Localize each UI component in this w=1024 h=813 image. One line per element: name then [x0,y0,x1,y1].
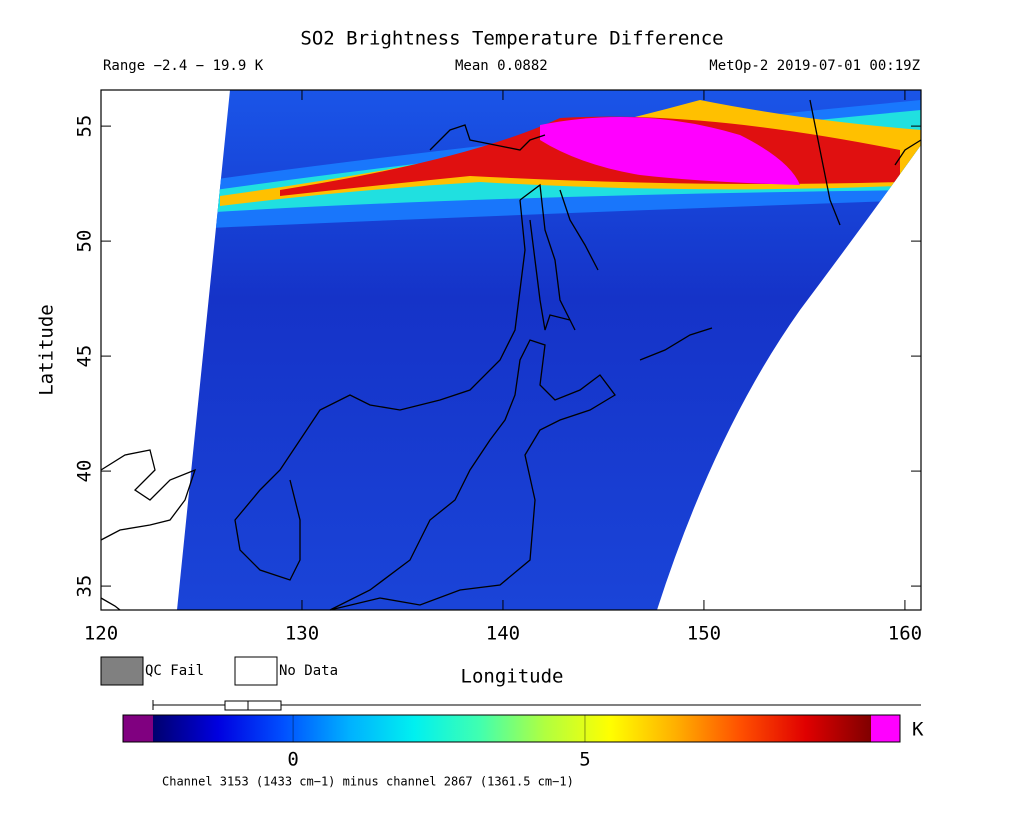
colorbar-under [123,715,153,742]
legend-label: QC Fail [145,663,204,679]
colorbar-frame [122,714,901,743]
y-tick-label: 50 [74,230,96,253]
colorbar-tick-label: 0 [287,749,298,771]
legend-swatch [100,656,144,686]
y-tick-label: 35 [74,575,96,598]
range-label: Range −2.4 − 19.9 K [103,58,264,74]
colorbar-caption: Channel 3153 (1433 cm−1) minus channel 2… [162,775,574,789]
x-tick-label: 130 [285,623,319,645]
x-tick-label: 120 [84,623,118,645]
x-tick-label: 150 [687,623,721,645]
y-tick-label: 55 [74,115,96,138]
y-axis-label: Latitude [36,304,58,396]
colorbar-unit: K [912,719,924,741]
plume-core [540,117,800,185]
colorbar-over [871,715,900,742]
satellite-label: MetOp-2 2019-07-01 00:19Z [709,58,920,74]
legend-swatch [234,656,278,686]
y-tick-label: 40 [74,460,96,483]
x-tick-label: 140 [486,623,520,645]
colorbar [153,715,871,742]
colorbar-tick-label: 5 [579,749,590,771]
box-summary [152,700,921,711]
mean-label: Mean 0.0882 [455,58,548,74]
legend-label: No Data [279,663,338,679]
x-axis-label: Longitude [461,666,564,688]
swath [177,90,921,610]
x-tick-label: 160 [888,623,922,645]
coastlines [100,99,922,611]
plot-frame [100,89,922,611]
y-tick-label: 45 [74,345,96,368]
title: SO2 Brightness Temperature Difference [300,28,723,50]
